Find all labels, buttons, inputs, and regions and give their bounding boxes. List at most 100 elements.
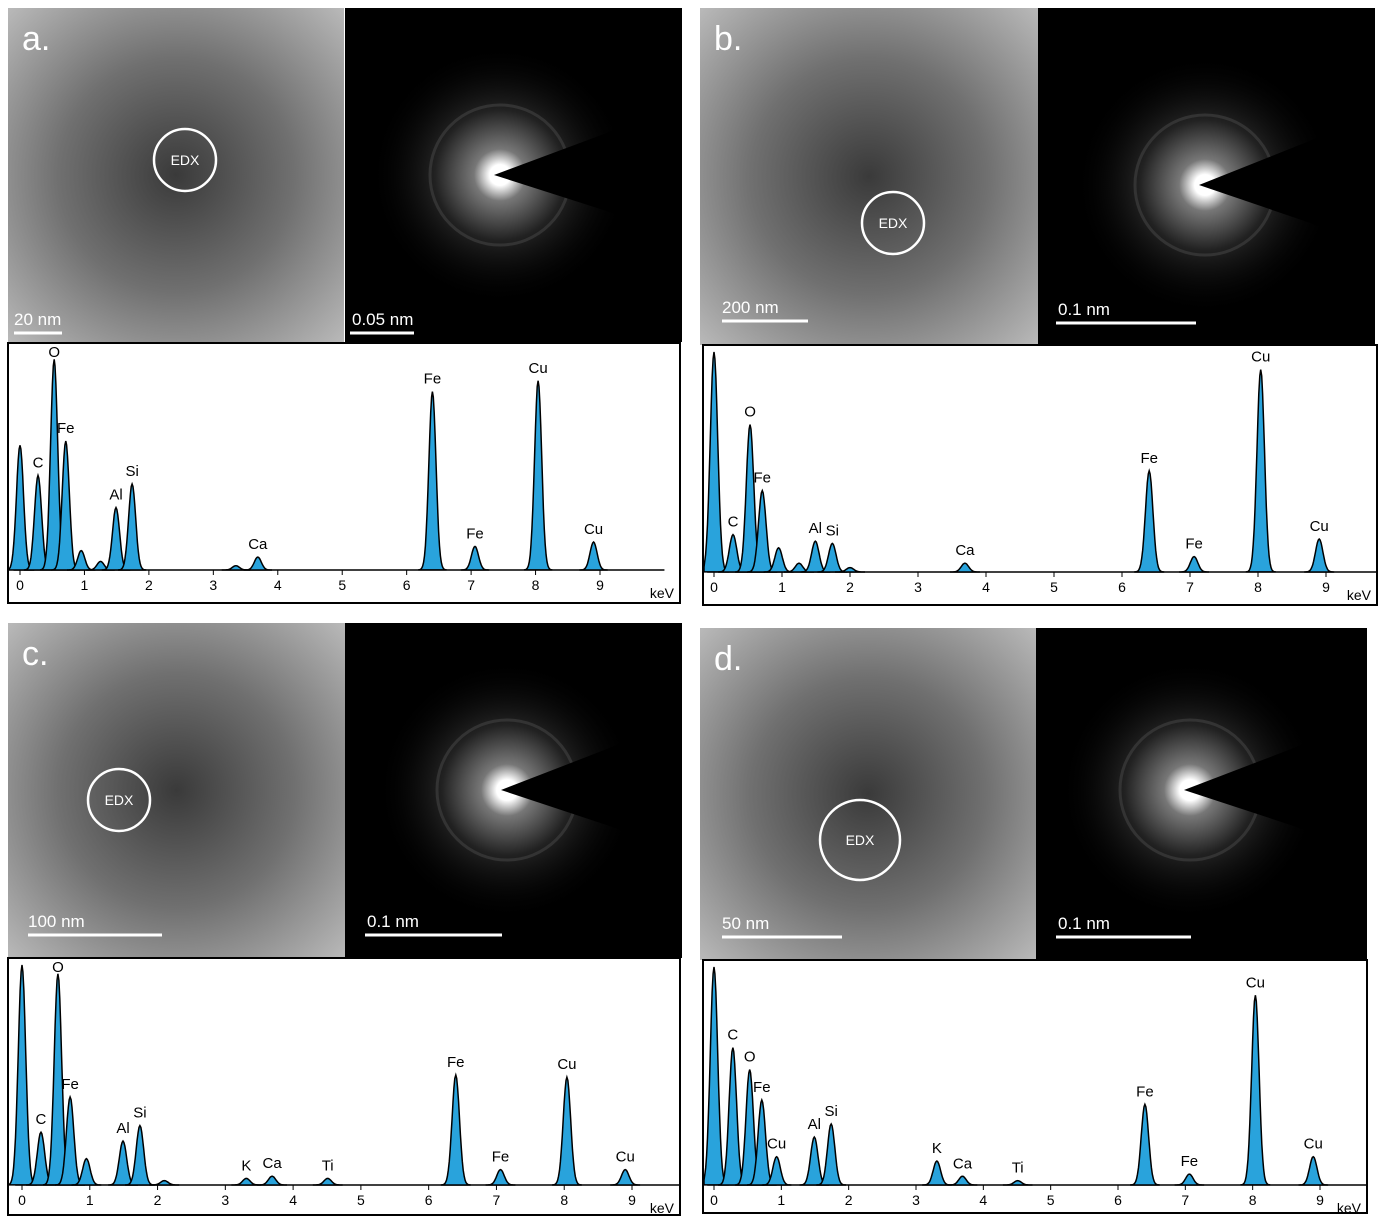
spectrum-frame [702,344,1378,606]
peak-label: Cu [1310,518,1329,535]
x-tick-label: 5 [338,577,346,593]
peak-label: Cu [767,1136,786,1153]
peak-label: Fe [1185,536,1203,553]
spectrum-frame [702,959,1368,1214]
spectrum-frame [7,957,681,1216]
edx-circle [86,767,152,833]
spectrum-peak [579,540,608,571]
peak-label: C [33,454,44,471]
x-tick-label: 7 [1186,579,1194,595]
spectrum-peak [418,391,447,571]
spectrum-peak [610,1168,641,1186]
edx-circle [860,190,926,256]
x-tick-label: 0 [710,1192,718,1208]
x-tick-label: 2 [145,577,153,593]
peak-label: K [241,1157,251,1174]
peak-label: Fe [1181,1153,1199,1170]
x-tick-label: 5 [357,1192,365,1208]
x-tick-label: 1 [777,1192,785,1208]
x-tick-label: 3 [912,1192,920,1208]
x-tick-label: 2 [846,579,854,595]
x-tick-label: 4 [289,1192,297,1208]
peak-label: Al [808,1116,821,1133]
x-tick-label: 4 [979,1192,987,1208]
x-tick-label: 7 [467,577,475,593]
spectrum-peak [231,1177,262,1186]
edx-label: EDX [846,832,875,848]
x-tick-label: 0 [710,579,718,595]
x-tick-label: 6 [425,1192,433,1208]
tem-image [700,8,1038,345]
spectrum-peak [440,1072,471,1186]
peak-label: Fe [754,470,772,487]
beam-stopper [1199,115,1375,245]
x-tick-label: 9 [1322,579,1330,595]
saed-scale-label: 0.1 nm [1058,914,1110,933]
x-tick-label: 3 [914,579,922,595]
peak-label: Fe [492,1149,510,1166]
x-tick-label: 0 [16,577,24,593]
saed-scale-label: 0.05 nm [352,310,413,329]
x-tick-label: 8 [1254,579,1262,595]
x-tick-label: 3 [209,577,217,593]
x-tick-label: 8 [560,1192,568,1208]
peak-label: O [52,959,64,976]
peak-label: Fe [466,525,484,542]
x-tick-label: 0 [18,1192,26,1208]
x-axis-label: keV [1347,587,1372,603]
spectrum-peak [922,1160,952,1186]
peak-label: Fe [424,371,442,388]
peak-label: Fe [1136,1083,1154,1100]
tem-image [8,623,345,958]
peak-label: Cu [557,1056,576,1073]
peak-label: Al [109,487,122,504]
peak-label: O [744,1048,756,1065]
panel-label: d. [714,640,742,678]
peak-label: Si [125,463,138,480]
spectrum-peak [1240,995,1271,1186]
spectrum-peak [71,1157,102,1186]
peak-label: C [728,514,739,531]
spectrum-peak [816,1122,847,1186]
peak-label: Si [133,1105,146,1122]
x-tick-label: 5 [1047,1192,1055,1208]
spectrum-peak [1174,1173,1205,1186]
peak-label: Fe [57,420,75,437]
saed-scale-label: 0.1 nm [1058,300,1110,319]
x-tick-label: 8 [1249,1192,1257,1208]
peak-label: Cu [1246,974,1265,991]
x-tick-label: 8 [532,577,540,593]
peak-label: Ca [953,1155,973,1172]
peak-label: C [727,1027,738,1044]
peak-label: Al [809,520,822,537]
spectrum-peak [835,566,865,573]
spectrum-peak [243,556,272,571]
panel-label: b. [714,20,742,58]
spectrum-peak [312,1177,343,1186]
peak-label: Cu [616,1149,635,1166]
panel-label: c. [22,635,48,673]
tem-image [8,8,344,342]
spectrum-peak [485,1168,516,1186]
peak-label: Fe [1140,450,1158,467]
peak-label: Fe [61,1076,79,1093]
x-tick-label: 1 [86,1192,94,1208]
x-tick-label: 1 [778,579,786,595]
tem-scale-label: 100 nm [28,912,85,931]
spectrum-peak [1130,1102,1160,1186]
x-tick-label: 4 [274,577,282,593]
peak-label: K [932,1140,942,1157]
x-axis-label: keV [650,585,675,601]
edx-circle [818,798,902,882]
spectrum-peak [1245,369,1276,573]
peak-label: Si [826,522,839,539]
peak-label: Ti [1012,1160,1024,1177]
spectrum-peak [1179,555,1209,573]
tem-scale-label: 200 nm [722,298,779,317]
beam-stopper [501,720,682,850]
peak-label: Ca [248,536,268,553]
spectrum-peak [460,545,490,571]
tem-scale-label: 20 nm [14,310,61,329]
x-tick-label: 1 [81,577,89,593]
